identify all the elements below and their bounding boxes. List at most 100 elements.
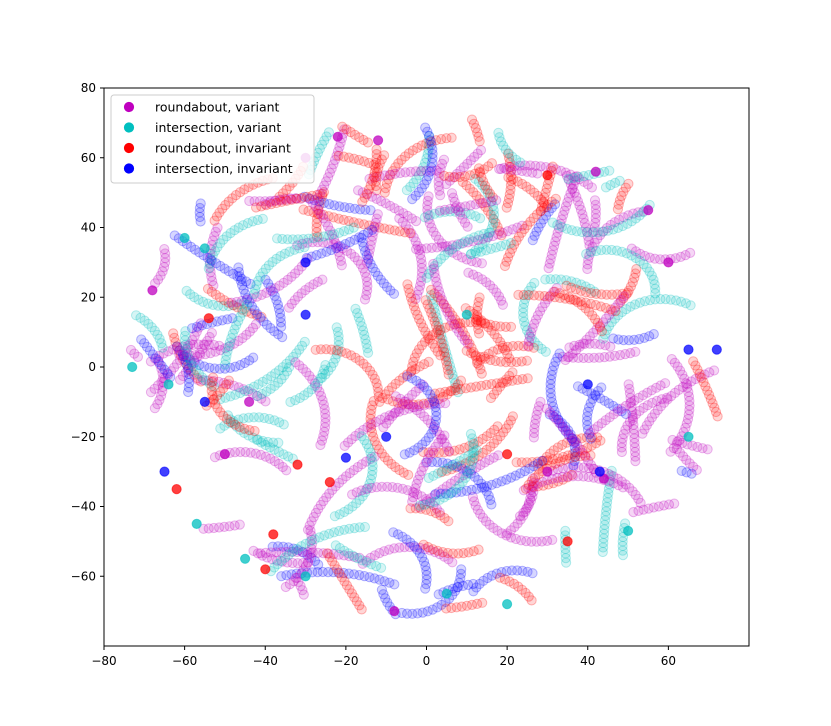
cloud-point <box>530 160 541 171</box>
cloud-point <box>410 364 421 375</box>
cloud-point <box>614 195 626 206</box>
data-point <box>268 529 279 540</box>
cloud-point <box>596 326 608 337</box>
cloud-point <box>553 223 565 234</box>
cloud-point <box>617 482 629 493</box>
cloud-point <box>523 340 534 351</box>
data-point <box>711 344 722 355</box>
cloud-point <box>311 222 322 233</box>
cloud-point <box>441 481 452 492</box>
data-point <box>260 564 271 575</box>
cloud-point <box>280 581 291 593</box>
cloud-point <box>596 382 607 393</box>
cloud-point <box>434 325 446 336</box>
cloud-point <box>420 295 431 306</box>
cloud-point <box>429 342 441 353</box>
legend-marker <box>123 122 135 133</box>
cloud-point <box>516 457 527 468</box>
cloud-point <box>417 499 429 510</box>
cloud-point <box>516 535 527 546</box>
cloud-point <box>222 410 234 421</box>
cloud-point <box>252 390 263 402</box>
cloud-point <box>606 465 617 476</box>
cloud-point <box>519 160 531 171</box>
cloud-point <box>183 363 194 374</box>
cloud-point <box>577 445 588 456</box>
cloud-point <box>338 214 349 225</box>
cloud-point <box>483 227 494 238</box>
cloud-point <box>472 504 483 515</box>
cloud-point <box>298 589 309 600</box>
cloud-point <box>174 345 185 356</box>
cloud-point <box>510 533 522 545</box>
cloud-point <box>152 399 163 410</box>
cloud-point <box>207 276 218 287</box>
cloud-point <box>402 279 413 290</box>
cloud-point <box>397 216 408 227</box>
cloud-point <box>416 166 427 177</box>
cloud-point <box>443 516 454 527</box>
cloud-point <box>416 258 427 269</box>
cloud-point <box>399 227 410 238</box>
cloud-point <box>403 283 414 294</box>
cloud-point <box>669 387 681 398</box>
cloud-point <box>628 424 639 435</box>
cloud-point <box>412 309 423 320</box>
cloud-point <box>535 161 546 172</box>
cloud-point <box>542 455 554 466</box>
cloud-point <box>408 232 419 243</box>
cloud-point <box>414 280 426 292</box>
cloud-point <box>181 285 192 296</box>
cloud-point <box>394 542 405 553</box>
cloud-point <box>299 336 310 347</box>
cloud-point <box>451 462 462 473</box>
data-point <box>373 135 384 146</box>
data-point <box>381 431 392 442</box>
cloud-point <box>191 326 202 337</box>
cloud-point <box>560 354 571 366</box>
cloud-point <box>503 172 514 183</box>
cloud-point <box>507 411 519 422</box>
cloud-point <box>157 386 168 397</box>
cloud-point <box>191 351 203 362</box>
cloud-point <box>629 437 640 449</box>
x-tick-label: 20 <box>499 654 514 668</box>
cloud-point <box>533 401 545 412</box>
data-point <box>663 257 674 268</box>
data-point <box>594 466 605 477</box>
cloud-point <box>582 179 594 190</box>
data-point <box>542 170 553 181</box>
data-point <box>623 525 634 537</box>
cloud-point <box>411 216 422 227</box>
cloud-point <box>185 241 197 252</box>
cloud-point <box>202 335 213 347</box>
cloud-point <box>475 508 486 520</box>
cloud-point <box>398 372 409 383</box>
cloud-point <box>215 423 226 434</box>
cloud-point <box>422 149 433 160</box>
cloud-point <box>513 289 524 300</box>
cloud-point <box>374 222 385 233</box>
cloud-point <box>414 361 425 372</box>
cloud-point <box>543 263 554 274</box>
cloud-point <box>415 276 427 287</box>
cloud-point <box>598 528 610 540</box>
cloud-point <box>521 536 532 547</box>
cloud-point <box>233 414 244 425</box>
cloud-point <box>413 285 424 296</box>
cloud-point <box>629 442 641 453</box>
cloud-point <box>427 312 438 323</box>
cloud-point <box>403 224 414 235</box>
data-point <box>171 484 182 495</box>
cloud-point <box>526 333 537 344</box>
cloud-point <box>369 221 380 232</box>
data-point <box>643 205 654 216</box>
cloud-point <box>450 378 461 389</box>
cloud-point <box>272 299 283 310</box>
cloud-point <box>521 457 533 468</box>
cloud-point <box>368 431 379 442</box>
cloud-point <box>433 329 445 340</box>
cloud-point <box>549 240 560 251</box>
cloud-point <box>469 496 480 507</box>
cloud-point <box>400 151 411 162</box>
